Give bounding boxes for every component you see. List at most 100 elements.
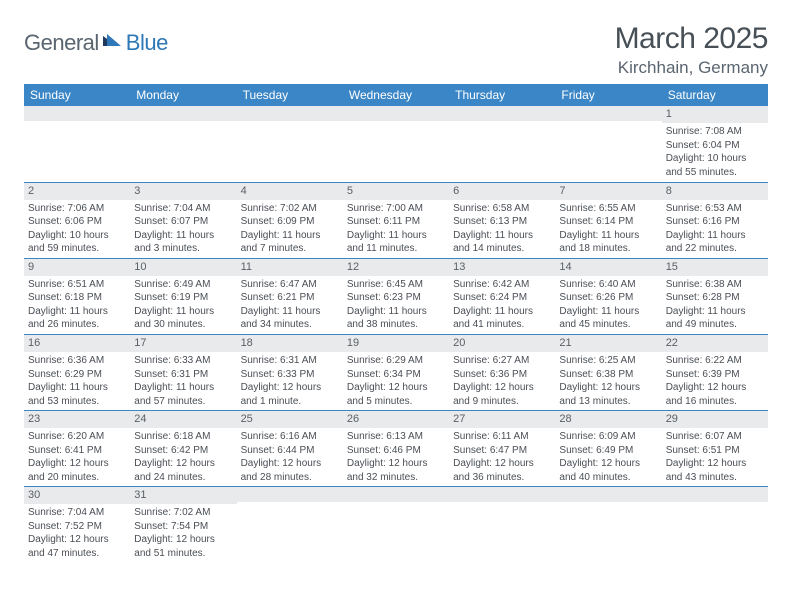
sunrise-text: Sunrise: 6:49 AM <box>134 278 232 292</box>
sunrise-text: Sunrise: 7:04 AM <box>134 202 232 216</box>
calendar-cell: 28Sunrise: 6:09 AMSunset: 6:49 PMDayligh… <box>555 411 661 487</box>
day-number: 9 <box>24 259 130 276</box>
sunset-text: Sunset: 6:47 PM <box>453 444 551 458</box>
day-body: Sunrise: 7:02 AMSunset: 7:54 PMDaylight:… <box>130 504 236 562</box>
day-number <box>130 106 236 121</box>
day-body: Sunrise: 6:16 AMSunset: 6:44 PMDaylight:… <box>237 428 343 486</box>
calendar-cell: 21Sunrise: 6:25 AMSunset: 6:38 PMDayligh… <box>555 334 661 410</box>
day-number: 24 <box>130 411 236 428</box>
day-body: Sunrise: 6:33 AMSunset: 6:31 PMDaylight:… <box>130 352 236 410</box>
sunrise-text: Sunrise: 7:06 AM <box>28 202 126 216</box>
day-body: Sunrise: 6:58 AMSunset: 6:13 PMDaylight:… <box>449 200 555 258</box>
sunrise-text: Sunrise: 6:53 AM <box>666 202 764 216</box>
day-number <box>237 487 343 502</box>
day-number: 7 <box>555 183 661 200</box>
sunrise-text: Sunrise: 7:00 AM <box>347 202 445 216</box>
daylight-text: Daylight: 12 hours and 47 minutes. <box>28 533 126 560</box>
day-number: 5 <box>343 183 449 200</box>
sunrise-text: Sunrise: 6:22 AM <box>666 354 764 368</box>
daylight-text: Daylight: 12 hours and 16 minutes. <box>666 381 764 408</box>
day-number <box>662 487 768 502</box>
daylight-text: Daylight: 10 hours and 55 minutes. <box>666 152 764 179</box>
calendar-cell: 10Sunrise: 6:49 AMSunset: 6:19 PMDayligh… <box>130 258 236 334</box>
calendar-week: 23Sunrise: 6:20 AMSunset: 6:41 PMDayligh… <box>24 411 768 487</box>
day-body: Sunrise: 6:07 AMSunset: 6:51 PMDaylight:… <box>662 428 768 486</box>
sunset-text: Sunset: 6:07 PM <box>134 215 232 229</box>
header: General Blue March 2025 Kirchhain, Germa… <box>24 22 768 78</box>
calendar-week: 1Sunrise: 7:08 AMSunset: 6:04 PMDaylight… <box>24 106 768 182</box>
day-number: 17 <box>130 335 236 352</box>
sunrise-text: Sunrise: 6:51 AM <box>28 278 126 292</box>
daylight-text: Daylight: 12 hours and 24 minutes. <box>134 457 232 484</box>
calendar-cell: 3 Sunrise: 7:04 AMSunset: 6:07 PMDaylight… <box>130 182 236 258</box>
sunset-text: Sunset: 6:23 PM <box>347 291 445 305</box>
day-body: Sunrise: 6:51 AMSunset: 6:18 PMDaylight:… <box>24 276 130 334</box>
sunrise-text: Sunrise: 7:02 AM <box>241 202 339 216</box>
day-body: Sunrise: 6:20 AMSunset: 6:41 PMDaylight:… <box>24 428 130 486</box>
daylight-text: Daylight: 11 hours and 3 minutes. <box>134 229 232 256</box>
day-number: 13 <box>449 259 555 276</box>
calendar-cell: 8 Sunrise: 6:53 AMSunset: 6:16 PMDaylight… <box>662 182 768 258</box>
day-body: Sunrise: 6:49 AMSunset: 6:19 PMDaylight:… <box>130 276 236 334</box>
sunset-text: Sunset: 6:39 PM <box>666 368 764 382</box>
sunset-text: Sunset: 6:41 PM <box>28 444 126 458</box>
sunrise-text: Sunrise: 6:09 AM <box>559 430 657 444</box>
calendar-week: 2Sunrise: 7:06 AMSunset: 6:06 PMDaylight… <box>24 182 768 258</box>
calendar-cell: 5Sunrise: 7:00 AMSunset: 6:11 PMDaylight… <box>343 182 449 258</box>
flag-icon <box>103 32 123 55</box>
daylight-text: Daylight: 12 hours and 51 minutes. <box>134 533 232 560</box>
calendar-cell: 22 Sunrise: 6:22 AMSunset: 6:39 PMDayligh… <box>662 334 768 410</box>
day-number <box>237 106 343 121</box>
daylight-text: Daylight: 11 hours and 22 minutes. <box>666 229 764 256</box>
sunrise-text: Sunrise: 6:29 AM <box>347 354 445 368</box>
sunrise-text: Sunrise: 7:04 AM <box>28 506 126 520</box>
sunrise-text: Sunrise: 6:13 AM <box>347 430 445 444</box>
sunset-text: Sunset: 6:26 PM <box>559 291 657 305</box>
dayhdr-sun: Sunday <box>24 84 130 106</box>
day-number: 3 <box>130 183 236 200</box>
day-number: 23 <box>24 411 130 428</box>
sunset-text: Sunset: 6:16 PM <box>666 215 764 229</box>
day-number: 22 <box>662 335 768 352</box>
calendar-cell <box>662 487 768 563</box>
calendar-cell: 9Sunrise: 6:51 AMSunset: 6:18 PMDaylight… <box>24 258 130 334</box>
sunset-text: Sunset: 6:46 PM <box>347 444 445 458</box>
day-number: 19 <box>343 335 449 352</box>
sunset-text: Sunset: 6:49 PM <box>559 444 657 458</box>
daylight-text: Daylight: 10 hours and 59 minutes. <box>28 229 126 256</box>
sunset-text: Sunset: 6:29 PM <box>28 368 126 382</box>
calendar-cell: 15Sunrise: 6:38 AMSunset: 6:28 PMDayligh… <box>662 258 768 334</box>
calendar-cell <box>555 487 661 563</box>
day-number: 8 <box>662 183 768 200</box>
sunset-text: Sunset: 6:14 PM <box>559 215 657 229</box>
day-body: Sunrise: 6:45 AMSunset: 6:23 PMDaylight:… <box>343 276 449 334</box>
sunset-text: Sunset: 6:21 PM <box>241 291 339 305</box>
dayhdr-mon: Monday <box>130 84 236 106</box>
day-number: 6 <box>449 183 555 200</box>
calendar-cell: 16Sunrise: 6:36 AMSunset: 6:29 PMDayligh… <box>24 334 130 410</box>
day-body: Sunrise: 7:02 AMSunset: 6:09 PMDaylight:… <box>237 200 343 258</box>
daylight-text: Daylight: 12 hours and 43 minutes. <box>666 457 764 484</box>
day-body: Sunrise: 6:09 AMSunset: 6:49 PMDaylight:… <box>555 428 661 486</box>
calendar-cell: 26Sunrise: 6:13 AMSunset: 6:46 PMDayligh… <box>343 411 449 487</box>
day-number: 21 <box>555 335 661 352</box>
calendar-cell <box>343 487 449 563</box>
sunrise-text: Sunrise: 7:08 AM <box>666 125 764 139</box>
daylight-text: Daylight: 12 hours and 1 minute. <box>241 381 339 408</box>
day-number <box>24 106 130 121</box>
sunrise-text: Sunrise: 6:27 AM <box>453 354 551 368</box>
calendar-cell <box>24 106 130 182</box>
day-body: Sunrise: 7:06 AMSunset: 6:06 PMDaylight:… <box>24 200 130 258</box>
calendar-cell: 29Sunrise: 6:07 AMSunset: 6:51 PMDayligh… <box>662 411 768 487</box>
calendar-cell: 13Sunrise: 6:42 AMSunset: 6:24 PMDayligh… <box>449 258 555 334</box>
daylight-text: Daylight: 11 hours and 41 minutes. <box>453 305 551 332</box>
day-number: 12 <box>343 259 449 276</box>
logo-text-blue: Blue <box>126 30 168 56</box>
daylight-text: Daylight: 12 hours and 20 minutes. <box>28 457 126 484</box>
day-body: Sunrise: 6:47 AMSunset: 6:21 PMDaylight:… <box>237 276 343 334</box>
day-number: 27 <box>449 411 555 428</box>
day-number: 2 <box>24 183 130 200</box>
day-number: 31 <box>130 487 236 504</box>
sunrise-text: Sunrise: 6:42 AM <box>453 278 551 292</box>
daylight-text: Daylight: 11 hours and 7 minutes. <box>241 229 339 256</box>
